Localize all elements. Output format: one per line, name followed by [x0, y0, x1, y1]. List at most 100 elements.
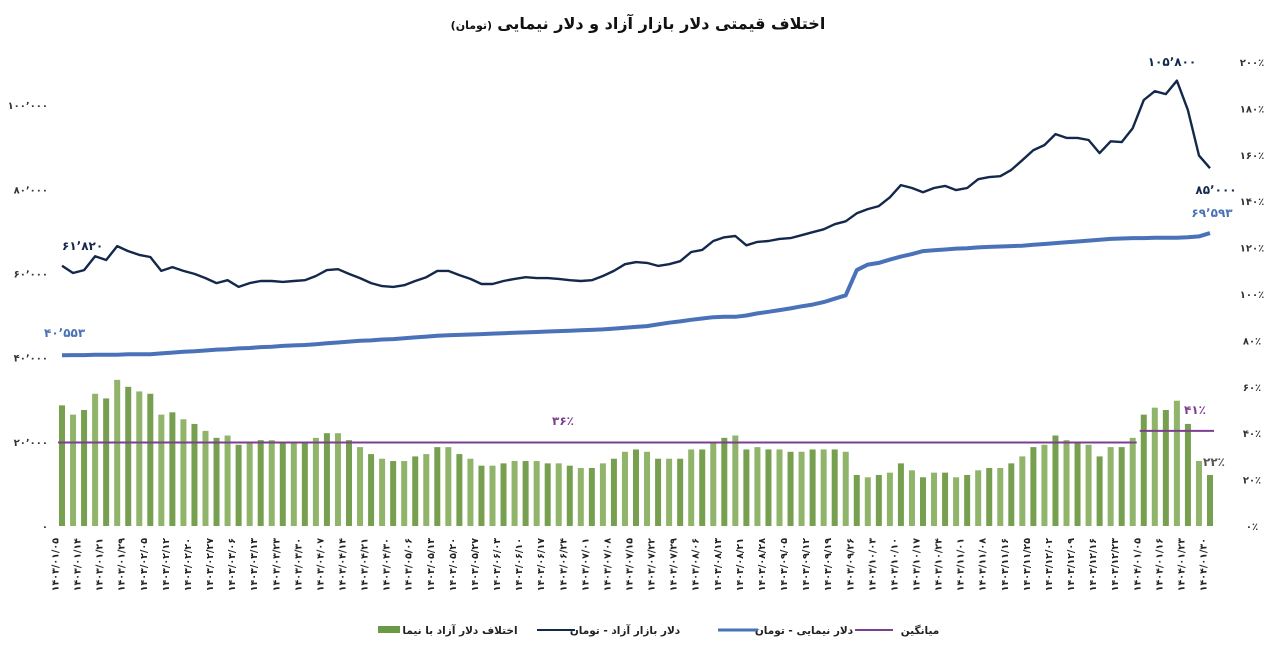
diff-bar — [1063, 440, 1070, 526]
diff-bar — [70, 414, 77, 526]
diff-bar — [677, 458, 684, 526]
average-label-1: ۳۶٪ — [552, 414, 574, 428]
diff-bar — [401, 461, 408, 526]
diff-bar — [489, 465, 496, 526]
x-tick-label: ۱۴۰۳/۰۵/۲۷ — [470, 538, 481, 592]
diff-bar — [412, 456, 419, 526]
x-tick-label: ۱۴۰۳/۰۲/۲۰ — [183, 538, 194, 591]
diff-bar — [931, 472, 938, 526]
legend: اختلاف دلار آزاد با نیما دلار بازار آزاد… — [378, 624, 939, 637]
diff-bar — [136, 391, 143, 526]
diff-bar — [379, 458, 386, 526]
diff-bar — [445, 447, 452, 526]
nima-line — [61, 231, 1211, 358]
diff-bar — [544, 463, 551, 526]
diff-bar — [92, 393, 99, 526]
x-tick-label: ۱۴۰۳/۰۹/۱۹ — [823, 538, 834, 592]
diff-bar — [1019, 456, 1026, 526]
x-tick-label: ۱۴۰۳/۱۱/۲۵ — [1022, 538, 1033, 592]
diff-bar — [886, 472, 893, 526]
diff-bar — [599, 463, 606, 526]
x-tick-label: ۱۴۰۳/۰۷/۰۱ — [580, 538, 591, 591]
x-tick-label: ۱۴۰۳/۰۵/۰۶ — [404, 538, 415, 591]
x-tick-label: ۱۴۰۳/۰۵/۲۰ — [448, 538, 459, 591]
x-tick-label: ۱۴۰۳/۰۳/۳۰ — [293, 538, 304, 591]
diff-bar — [633, 449, 639, 526]
diff-bar — [103, 398, 110, 526]
diff-bar — [655, 458, 662, 526]
diff-bar — [224, 435, 231, 526]
left-tick-label: ۱۰۰٬۰۰۰ — [8, 101, 48, 112]
x-tick-label: ۱۴۰۴/۰۱/۱۶ — [1154, 538, 1165, 591]
right-tick-label: ۱۲۰٪ — [1240, 244, 1264, 255]
diff-bar — [290, 442, 297, 526]
diff-bar — [975, 470, 982, 526]
diff-bar — [125, 386, 132, 526]
x-tick-label: ۱۴۰۳/۰۶/۰۳ — [492, 538, 503, 592]
diff-bar — [953, 477, 960, 526]
average-lines — [58, 429, 1214, 444]
legend-label-free: دلار بازار آزاد - تومان — [570, 624, 681, 637]
right-tick-label: ۱۴۰٪ — [1240, 197, 1264, 208]
diff-bar — [842, 451, 849, 526]
diff-bar — [202, 430, 209, 526]
right-tick-label: ۱۸۰٪ — [1240, 104, 1264, 115]
diff-bar — [467, 458, 474, 526]
x-tick-label: ۱۴۰۳/۰۳/۰۶ — [227, 538, 238, 591]
diff-bar — [1140, 414, 1147, 526]
free-peak-label: ۱۰۵٬۸۰۰ — [1148, 55, 1197, 69]
chart-title-unit: (تومان) — [450, 19, 493, 32]
diff-bar — [942, 472, 949, 526]
x-tick-label: ۱۴۰۳/۰۱/۲۱ — [95, 538, 106, 591]
diff-bar — [357, 447, 364, 526]
x-tick-label: ۱۴۰۳/۰۷/۰۸ — [602, 538, 613, 592]
x-tick-label: ۱۴۰۴/۰۱/۳۰ — [1199, 538, 1210, 591]
diff-bar — [555, 463, 562, 526]
legend-item-average: میانگین — [855, 624, 939, 637]
x-tick-label: ۱۴۰۳/۱۱/۰۸ — [978, 538, 989, 592]
x-tick-label: ۱۴۰۳/۰۵/۱۳ — [426, 538, 437, 592]
diff-bar — [158, 414, 165, 526]
free-start-label: ۶۱٬۸۲۰ — [62, 239, 103, 253]
diff-bar — [1074, 442, 1081, 526]
diff-bar — [721, 437, 728, 526]
diff-bar — [390, 461, 397, 526]
diff-bar — [301, 442, 308, 526]
right-axis: ۰٪ ۲۰٪ ۴۰٪ ۶۰٪ ۸۰٪ ۱۰۰٪ ۱۲۰٪ ۱۴۰٪ ۱۶۰٪ ۱۸۰٪ ۲۰۰٪ — [1240, 58, 1264, 533]
diff-bar — [710, 442, 717, 526]
x-tick-label: ۱۴۰۳/۰۱/۰۵ — [51, 538, 62, 592]
x-tick-label: ۱۴۰۳/۰۶/۲۴ — [558, 538, 569, 592]
diff-bar — [1129, 437, 1136, 526]
diff-bars — [59, 379, 1213, 526]
legend-swatch-diff — [378, 626, 400, 633]
diff-bar — [776, 449, 783, 526]
diff-bar — [566, 465, 573, 526]
nima-start-label: ۴۰٬۵۵۳ — [44, 326, 86, 340]
diff-bar — [114, 379, 121, 526]
left-tick-label: ۸۰٬۰۰۰ — [14, 185, 48, 196]
right-tick-label: ۴۰٪ — [1243, 429, 1261, 440]
diff-bar — [191, 423, 198, 526]
diff-bar — [610, 458, 617, 526]
x-tick-label: ۱۴۰۳/۰۱/۱۴ — [73, 538, 84, 592]
x-tick-label: ۱۴۰۳/۰۱/۲۹ — [117, 538, 128, 592]
right-tick-label: ۸۰٪ — [1243, 336, 1261, 347]
diff-end-label: ۲۲٪ — [1203, 455, 1225, 469]
diff-bar — [478, 465, 485, 526]
x-tick-label: ۱۴۰۳/۰۷/۲۲ — [647, 538, 658, 592]
x-tick-label: ۱۴۰۳/۱۰/۱۷ — [912, 538, 923, 592]
diff-bar — [732, 435, 739, 526]
diff-bar — [1151, 407, 1158, 526]
diff-bar — [754, 447, 761, 526]
diff-bar — [500, 463, 507, 526]
x-tick-label: ۱۴۰۳/۱۱/۱۶ — [1000, 538, 1011, 591]
x-tick-label: ۱۴۰۳/۰۹/۲۶ — [845, 538, 856, 591]
diff-bar — [533, 461, 540, 526]
diff-bar — [312, 437, 319, 526]
x-tick-label: ۱۴۰۳/۰۲/۲۷ — [205, 538, 216, 592]
left-tick-label: ۴۰٬۰۰۰ — [14, 354, 48, 365]
diff-bar — [1118, 447, 1125, 526]
average-label-2: ۴۱٪ — [1184, 403, 1206, 417]
diff-bar — [864, 477, 871, 526]
diff-bar — [1184, 423, 1191, 526]
